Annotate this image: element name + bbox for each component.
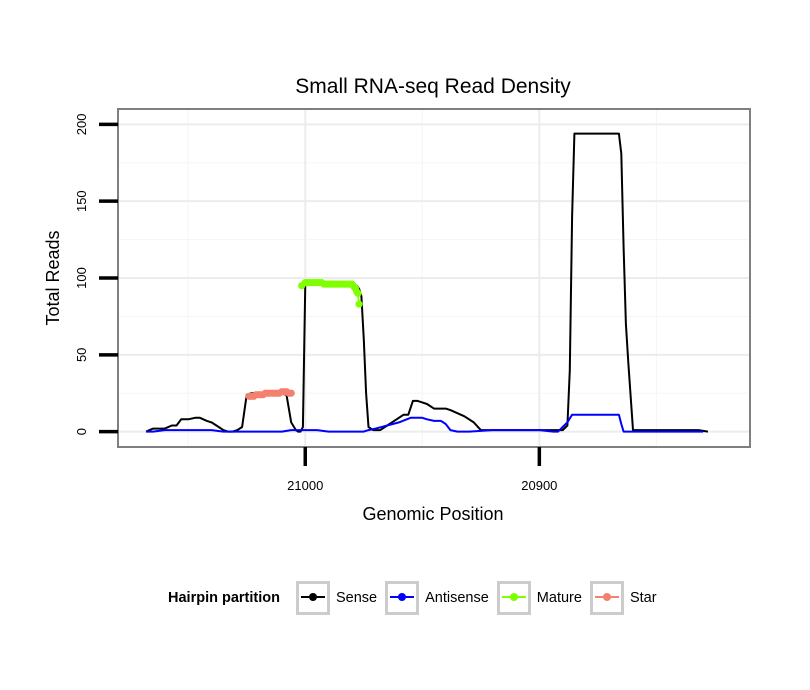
legend-item-mature: Mature xyxy=(496,581,582,615)
legend-key-mature xyxy=(496,581,531,615)
legend-label-mature: Mature xyxy=(536,590,582,606)
legend-label-antisense: Antisense xyxy=(425,590,489,606)
y-tick-label: 0 xyxy=(74,428,89,435)
x-tick-label: 21000 xyxy=(287,478,323,493)
chart-title: Small RNA-seq Read Density xyxy=(295,75,571,98)
y-axis: 0 50 100 150 200 xyxy=(74,114,118,435)
y-tick-label: 150 xyxy=(74,190,89,212)
legend-key-dot xyxy=(308,593,317,601)
y-tick-label: 200 xyxy=(74,114,89,136)
plot-panel xyxy=(117,108,751,448)
legend-key-dot xyxy=(602,593,611,601)
series-line-antisense xyxy=(146,413,704,433)
data-point-mature xyxy=(355,300,363,308)
y-axis-label: Total Reads xyxy=(43,230,63,325)
series-layer xyxy=(145,132,709,433)
legend-key-dot xyxy=(398,593,407,601)
y-tick-label: 100 xyxy=(74,267,89,289)
data-point-star xyxy=(287,389,295,397)
legend-label-sense: Sense xyxy=(335,590,378,606)
legend-key-dot xyxy=(509,593,518,601)
legend-key-star xyxy=(589,581,624,615)
x-axis: 21000 20900 xyxy=(287,447,557,493)
legend-item-sense: Sense xyxy=(295,581,378,615)
legend-item-antisense: Antisense xyxy=(385,581,489,615)
legend-item-star: Star xyxy=(589,581,657,615)
data-point-mature xyxy=(354,289,362,297)
legend-key-antisense xyxy=(385,581,420,615)
x-tick-label: 20900 xyxy=(521,478,557,493)
x-axis-label: Genomic Position xyxy=(362,504,503,524)
legend-key-sense xyxy=(295,581,330,615)
y-tick-label: 50 xyxy=(74,348,89,362)
legend-label-star: Star xyxy=(629,590,657,606)
legend: Hairpin partition Sense Antisense Mature… xyxy=(168,578,665,618)
legend-title: Hairpin partition xyxy=(168,590,280,606)
